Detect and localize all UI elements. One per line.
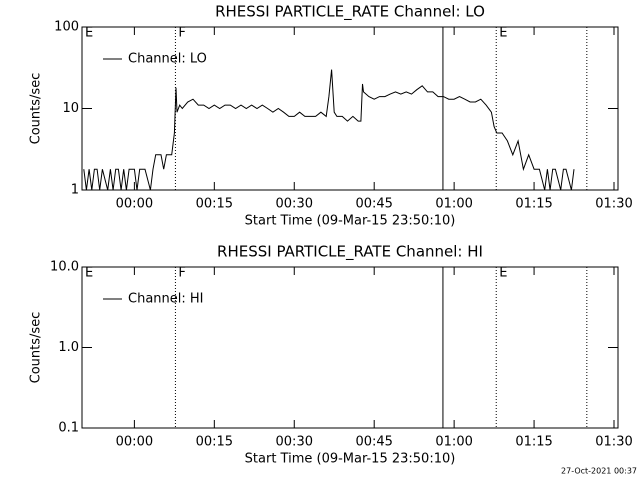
chart-title: RHESSI PARTICLE_RATE Channel: LO [215, 3, 485, 22]
x-tick-label: 00:15 [196, 435, 233, 450]
y-tick-label: 1 [71, 183, 79, 198]
x-tick-label: 01:30 [595, 435, 632, 450]
x-tick-label: 00:15 [196, 197, 233, 212]
x-tick-label: 01:15 [515, 435, 552, 450]
footer: 27-Oct-2021 00:37 [561, 467, 637, 476]
chart-title: RHESSI PARTICLE_RATE Channel: HI [217, 243, 483, 262]
y-tick-label: 0.1 [58, 421, 79, 436]
x-tick-label: 01:15 [515, 197, 552, 212]
legend-label: Channel: LO [128, 52, 207, 67]
y-tick-label: 10 [62, 101, 79, 116]
marker-label: E [85, 266, 93, 281]
x-tick-label: 00:45 [355, 197, 392, 212]
x-tick-label: 00:30 [276, 435, 313, 450]
marker-label: E [499, 266, 507, 281]
x-axis-label: Start Time (09-Mar-15 23:50:10) [245, 214, 456, 229]
y-axis-label: Counts/sec [29, 73, 44, 145]
x-tick-label: 00:30 [276, 197, 313, 212]
x-tick-label: 01:00 [435, 435, 472, 450]
y-tick-label: 1.0 [58, 340, 79, 355]
data-line [83, 69, 575, 191]
x-tick-label: 00:00 [116, 435, 153, 450]
marker-label: E [499, 26, 507, 41]
x-tick-label: 01:00 [435, 197, 472, 212]
x-tick-label: 00:45 [355, 435, 392, 450]
x-tick-label: 00:00 [116, 197, 153, 212]
marker-label: E [85, 26, 93, 41]
marker-label: F [178, 26, 185, 41]
legend-label: Channel: HI [128, 292, 204, 307]
marker-label: F [178, 266, 185, 281]
y-tick-label: 10.0 [50, 260, 79, 275]
x-tick-label: 01:30 [595, 197, 632, 212]
x-axis-label: Start Time (09-Mar-15 23:50:10) [245, 452, 456, 467]
y-tick-label: 100 [54, 20, 79, 35]
y-axis-label: Counts/sec [29, 312, 44, 384]
